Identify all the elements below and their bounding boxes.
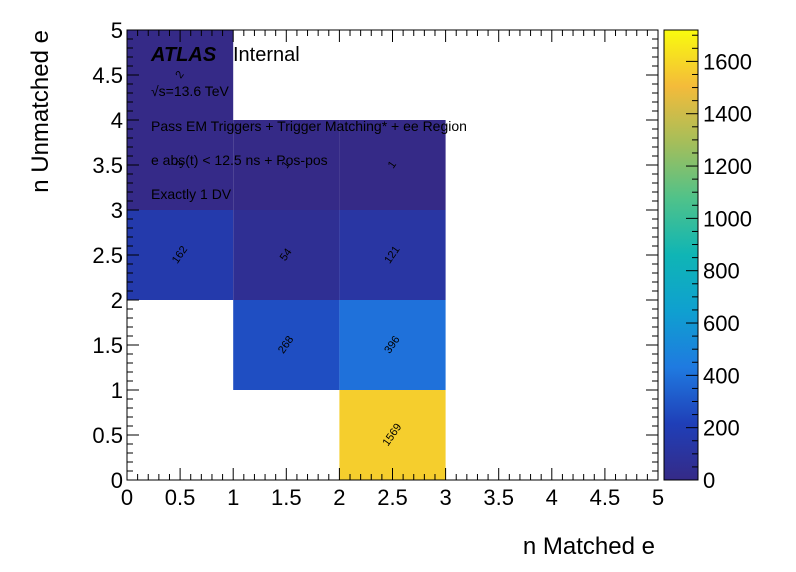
heatmap-cell [127,210,234,300]
x-tick-label: 5 [652,485,664,510]
x-tick-label: 3.5 [483,485,514,510]
colorbar [663,29,699,481]
y-tick-label: 2.5 [92,243,123,268]
heatmap-cell [127,30,234,120]
y-tick-label: 4.5 [92,63,123,88]
colorbar-tick-label: 0 [703,468,715,493]
y-tick-label: 3 [111,198,123,223]
y-tick-label: 5 [111,18,123,43]
x-tick-label: 1.5 [271,485,302,510]
colorbar-tick-label: 1000 [703,206,752,231]
x-tick-label: 4 [546,485,558,510]
selection-line-2: e abs(t) < 12.5 ns + Pos-pos [151,152,328,168]
colorbar-axis: 0 200 400 600 800 1000 1200 1400 1600 [686,34,752,493]
y-tick-label: 0.5 [92,423,123,448]
colorbar-tick-label: 1200 [703,154,752,179]
heatmap-cell [233,210,340,300]
y-tick-label: 1.5 [92,333,123,358]
heatmap-cell [339,300,446,390]
x-tick-label: 2 [333,485,345,510]
colorbar-tick-label: 1400 [703,102,752,127]
cell-value-label: 2 [173,69,186,81]
colorbar-tick-label: 200 [703,416,740,441]
colorbar-tick-label: 400 [703,363,740,388]
cell-value-label: 3 [173,159,186,171]
energy-label: √s=13.6 TeV [151,83,230,99]
cell-value-label: 54 [278,246,295,263]
heatmap-cells [127,30,446,480]
x-tick-label: 1 [227,485,239,510]
colorbar-tick-label: 800 [703,259,740,284]
atlas-label: ATLAS [150,44,217,66]
y-tick-label: 3.5 [92,153,123,178]
heatmap-cell [339,120,446,210]
heatmap-cell [339,390,446,480]
x-tick-label: 0 [121,485,133,510]
x-tick-label: 0.5 [165,485,196,510]
internal-label: Internal [233,44,300,66]
colorbar-tick-label: 1600 [703,49,752,74]
heatmap-cell [233,120,340,210]
heatmap-cell [233,300,340,390]
x-axis: 0 0.5 1 1.5 2 2.5 3 3.5 4 4.5 5 [121,30,664,510]
annotation-block: ATLAS Internal √s=13.6 TeV Pass EM Trigg… [150,44,467,202]
y-tick-label: 1 [111,378,123,403]
colorbar-tick-label: 600 [703,311,740,336]
y-tick-label: 0 [111,468,123,493]
x-tick-label: 3 [439,485,451,510]
x-tick-label: 4.5 [590,485,621,510]
heatmap-cell [127,120,234,210]
y-axis: 0 0.5 1 1.5 2 2.5 3 3.5 4 4.5 5 [92,18,658,493]
heatmap-cell [339,210,446,300]
x-axis-label: n Matched e [523,533,655,560]
selection-line-3: Exactly 1 DV [151,186,232,202]
selection-line-1: Pass EM Triggers + Trigger Matching* + e… [151,118,467,134]
cell-value-label: 1 [386,159,399,171]
y-tick-label: 4 [111,108,123,133]
y-tick-label: 2 [111,288,123,313]
y-axis-label: n Unmatched e [27,30,54,193]
cell-value-label: 1 [280,159,293,171]
x-tick-label: 2.5 [377,485,408,510]
